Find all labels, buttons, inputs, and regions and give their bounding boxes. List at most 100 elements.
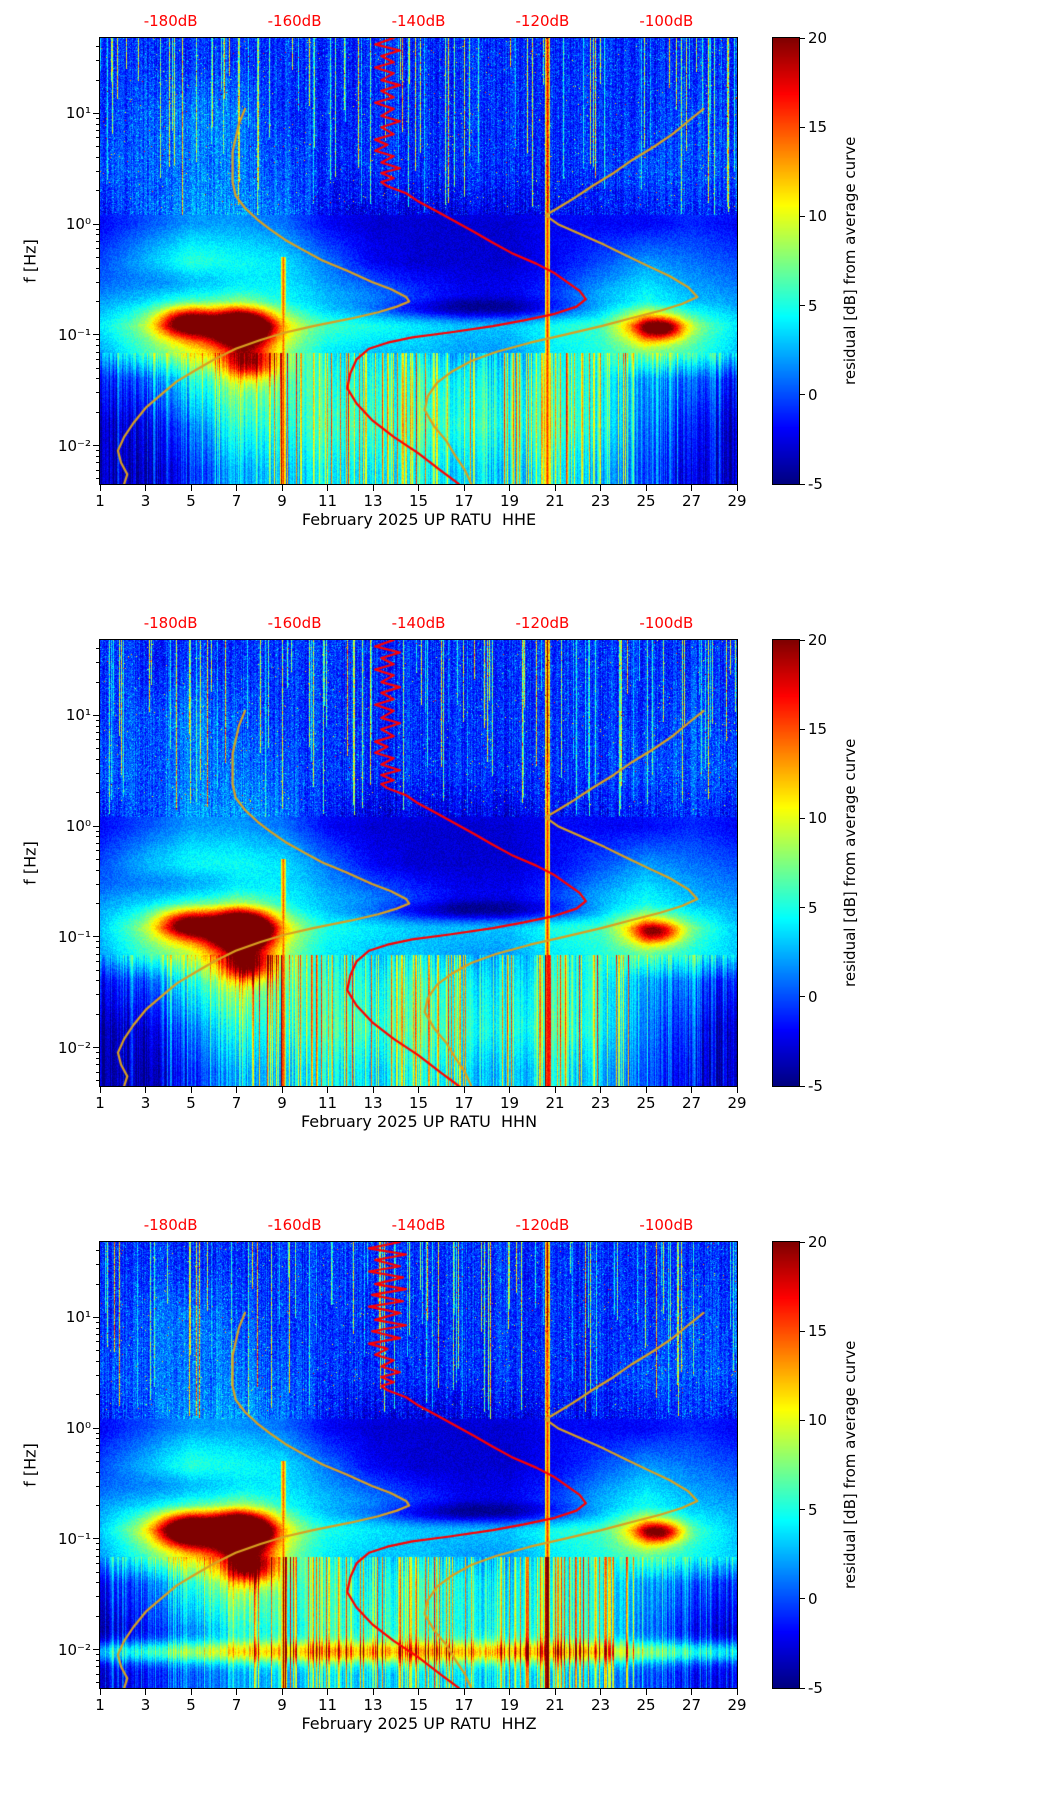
y-tick-label: 10⁰ — [65, 1419, 91, 1438]
y-tick-label: 10⁻² — [57, 1038, 91, 1057]
x-tick-label: 11 — [317, 1094, 338, 1112]
colorbar-tick-label: 15 — [808, 1322, 828, 1341]
x-tick-label: 21 — [545, 1696, 565, 1714]
tick-mark — [327, 485, 328, 491]
tick-mark — [281, 485, 283, 491]
y-tick-label: 10¹ — [65, 104, 91, 123]
top-db-tick-label: -160dB — [267, 12, 322, 30]
x-tick-label: 19 — [499, 1094, 520, 1112]
colorbar-tick-label: 20 — [808, 29, 828, 47]
tick-mark — [93, 223, 100, 225]
x-tick-label: 5 — [186, 492, 196, 510]
colorbar-tick-label: 10 — [808, 207, 828, 226]
y-tick-label: 10¹ — [65, 706, 91, 725]
tick-mark — [736, 1087, 738, 1093]
tick-mark — [509, 485, 510, 491]
tick-mark — [236, 1087, 237, 1093]
tick-mark — [93, 1427, 100, 1429]
tick-mark — [418, 1087, 419, 1093]
x-tick-label: 27 — [681, 1094, 702, 1112]
x-axis-label: February 2025 UP RATU HHN — [300, 1112, 538, 1131]
tick-mark — [372, 485, 374, 491]
y-tick-label: 10⁻¹ — [57, 1529, 91, 1548]
top-db-tick-label: -140dB — [391, 1216, 446, 1234]
x-tick-label: 29 — [727, 1696, 747, 1714]
tick-mark — [93, 112, 100, 114]
top-db-tick-label: -140dB — [391, 12, 446, 30]
tick-mark — [691, 1689, 692, 1695]
x-tick-label: 25 — [636, 1696, 656, 1714]
tick-mark — [800, 1687, 805, 1689]
tick-mark — [736, 1689, 738, 1695]
tick-mark — [93, 334, 100, 336]
colorbar-label: residual [dB] from average curve — [841, 1340, 859, 1590]
x-tick-label: 9 — [277, 492, 287, 510]
tick-mark — [93, 1538, 100, 1540]
colorbar-tick-label: 0 — [808, 385, 818, 404]
tick-mark — [99, 1689, 101, 1695]
top-db-tick-label: -100dB — [639, 12, 694, 30]
x-tick-label: 27 — [681, 1696, 702, 1714]
tick-mark — [691, 1087, 692, 1093]
top-db-tick-label: -120dB — [515, 12, 570, 30]
tick-mark — [190, 1087, 192, 1093]
x-tick-label: 17 — [454, 1094, 474, 1112]
x-tick-label: 1 — [95, 1094, 105, 1112]
colorbar-tick-label: -5 — [808, 1679, 823, 1697]
top-db-tick-label: -180dB — [143, 1216, 198, 1234]
x-axis-label: February 2025 UP RATU HHZ — [301, 1714, 537, 1733]
tick-mark — [800, 728, 805, 730]
tick-mark — [145, 1087, 146, 1093]
tick-mark — [463, 485, 465, 491]
y-tick-label: 10⁻¹ — [57, 927, 91, 946]
tick-mark — [554, 1087, 556, 1093]
tick-mark — [800, 37, 805, 39]
top-db-tick-label: -120dB — [515, 614, 570, 632]
tick-mark — [554, 1689, 556, 1695]
spectrogram-heatmap-canvas — [100, 640, 737, 1086]
x-tick-label: 17 — [454, 492, 474, 510]
y-tick-label: 10¹ — [65, 1308, 91, 1327]
tick-mark — [554, 485, 556, 491]
tick-mark — [800, 126, 805, 128]
x-tick-label: 19 — [499, 1696, 520, 1714]
x-tick-label: 1 — [95, 492, 105, 510]
x-tick-label: 11 — [317, 1696, 338, 1714]
colorbar-canvas — [773, 38, 799, 484]
y-tick-label: 10⁻² — [57, 1640, 91, 1659]
colorbar-label: residual [dB] from average curve — [841, 738, 859, 988]
tick-mark — [281, 1087, 283, 1093]
tick-mark — [327, 1087, 328, 1093]
colorbar-tick-label: 20 — [808, 631, 828, 649]
tick-mark — [800, 394, 805, 396]
tick-mark — [800, 215, 805, 217]
tick-mark — [800, 1085, 805, 1087]
x-tick-label: 7 — [231, 1696, 242, 1714]
x-tick-label: 23 — [590, 492, 611, 510]
top-db-tick-label: -160dB — [267, 1216, 322, 1234]
tick-mark — [800, 907, 805, 909]
x-tick-label: 21 — [545, 1094, 565, 1112]
tick-mark — [236, 485, 237, 491]
y-axis-label: f [Hz] — [20, 841, 40, 885]
tick-mark — [800, 483, 805, 485]
x-tick-label: 11 — [317, 492, 338, 510]
tick-mark — [509, 1689, 510, 1695]
spectrogram-panel-hhe: -180dB -160dB -140dB -120dB -100dB 10¹ 10⁰ 10⁻… — [0, 0, 1052, 602]
tick-mark — [645, 1689, 647, 1695]
tick-mark — [600, 1689, 601, 1695]
tick-mark — [93, 936, 100, 938]
x-tick-label: 29 — [727, 1094, 747, 1112]
tick-mark — [99, 1087, 101, 1093]
x-tick-label: 1 — [95, 1696, 105, 1714]
top-db-tick-label: -180dB — [143, 614, 198, 632]
x-tick-label: 15 — [408, 1696, 429, 1714]
top-db-tick-label: -160dB — [267, 614, 322, 632]
top-db-tick-label: -140dB — [391, 614, 446, 632]
x-axis-label: February 2025 UP RATU HHE — [301, 510, 537, 529]
x-tick-label: 5 — [186, 1696, 196, 1714]
colorbar-tick-label: 10 — [808, 809, 828, 828]
tick-mark — [372, 1689, 374, 1695]
x-tick-label: 3 — [140, 1094, 151, 1112]
